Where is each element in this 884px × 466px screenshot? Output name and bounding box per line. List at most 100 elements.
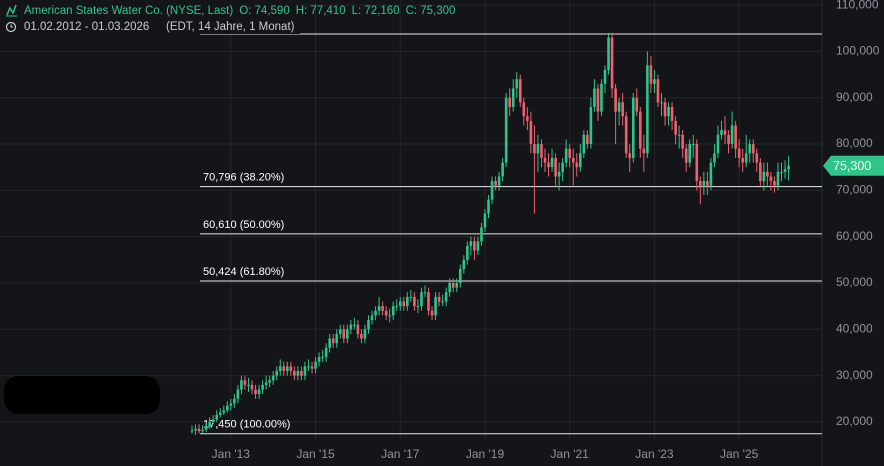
candle-body bbox=[734, 125, 737, 149]
candle-body bbox=[579, 153, 582, 168]
candle-body bbox=[635, 97, 639, 112]
candle-body bbox=[589, 106, 593, 145]
candle-body bbox=[663, 102, 667, 117]
y-tick-label: 80,000 bbox=[836, 136, 873, 150]
candle-body bbox=[610, 37, 614, 89]
candle-body bbox=[780, 171, 783, 173]
candle-body bbox=[303, 366, 307, 376]
candle-body bbox=[543, 157, 547, 163]
candle-body bbox=[536, 144, 540, 154]
candle-body bbox=[300, 370, 303, 376]
grid bbox=[0, 0, 823, 466]
candle-body bbox=[254, 389, 257, 395]
candle-body bbox=[314, 361, 317, 369]
candle-body bbox=[211, 419, 215, 422]
candle-body bbox=[406, 296, 409, 307]
price-tag bbox=[823, 155, 884, 176]
ohlc-label: H: 77,410 bbox=[296, 5, 346, 17]
candle-body bbox=[518, 79, 522, 103]
x-tick-label: Jan '25 bbox=[720, 447, 759, 461]
redacted-area bbox=[4, 376, 160, 414]
candle-body bbox=[621, 102, 624, 117]
candle-body bbox=[190, 430, 194, 432]
candle-body bbox=[476, 241, 480, 251]
candle-body bbox=[773, 181, 776, 186]
candle-body bbox=[420, 292, 423, 307]
candle-body bbox=[261, 384, 264, 390]
candle-body bbox=[413, 296, 416, 307]
candle-body bbox=[331, 338, 335, 344]
candle-body bbox=[677, 134, 681, 136]
candle-body bbox=[762, 171, 766, 182]
x-tick-label: Jan '13 bbox=[212, 447, 251, 461]
candle-body bbox=[617, 102, 621, 112]
x-tick-label: Jan '21 bbox=[551, 447, 590, 461]
candle-body bbox=[466, 245, 469, 260]
candle-body bbox=[508, 97, 511, 107]
candle-body bbox=[688, 144, 692, 163]
candle-body bbox=[511, 88, 515, 107]
candle-body bbox=[201, 429, 204, 432]
ohlc-label: O: 74,590 bbox=[239, 5, 290, 17]
candle-body bbox=[328, 338, 331, 348]
date-range: 01.02.2012 - 01.03.2026 bbox=[24, 21, 149, 33]
candle-body bbox=[215, 414, 219, 420]
candle-body bbox=[730, 125, 734, 145]
candle-body bbox=[480, 227, 483, 242]
candle-body bbox=[473, 241, 476, 251]
candle-body bbox=[356, 324, 360, 334]
candle-body bbox=[427, 292, 430, 311]
candle-body bbox=[695, 144, 699, 182]
candle-body bbox=[529, 120, 533, 145]
candle-body bbox=[649, 65, 653, 84]
y-tick-label: 100,000 bbox=[836, 44, 880, 58]
candle-body bbox=[402, 301, 406, 307]
y-tick-label: 90,000 bbox=[836, 90, 873, 104]
candle-body bbox=[324, 347, 328, 358]
candle-body bbox=[787, 165, 790, 170]
candle-body bbox=[194, 428, 197, 431]
candle-body bbox=[494, 181, 497, 186]
candle-body bbox=[487, 199, 490, 214]
candle-body bbox=[208, 421, 211, 427]
candle-body bbox=[776, 171, 780, 186]
candle-body bbox=[766, 171, 769, 177]
y-tick-label: 110,000 bbox=[836, 0, 879, 11]
title: American States Water Co. (NYSE, Last) bbox=[24, 5, 233, 17]
candle-body bbox=[759, 162, 762, 182]
y-tick-label: 30,000 bbox=[836, 368, 873, 382]
candle-body bbox=[381, 306, 384, 311]
candle-body bbox=[374, 310, 377, 316]
candle-body bbox=[483, 213, 487, 228]
candle-body bbox=[370, 315, 374, 321]
candle-body bbox=[783, 169, 787, 172]
candle-body bbox=[586, 134, 589, 145]
y-tick-label: 60,000 bbox=[836, 229, 873, 243]
candle-body bbox=[684, 148, 688, 163]
candle-body bbox=[360, 333, 363, 339]
candle-body bbox=[691, 144, 695, 146]
x-tick-label: Jan '23 bbox=[635, 447, 674, 461]
candle-body bbox=[533, 144, 536, 154]
candle-body bbox=[522, 102, 526, 117]
candle-body bbox=[593, 88, 596, 107]
candle-body bbox=[388, 315, 391, 317]
candle-body bbox=[289, 366, 293, 371]
price-tag-label: 75,300 bbox=[833, 159, 871, 173]
candle-body bbox=[706, 181, 709, 186]
candle-body bbox=[229, 403, 233, 406]
candle-body bbox=[526, 116, 529, 121]
candle-body bbox=[741, 157, 744, 163]
candle-body bbox=[321, 357, 324, 359]
y-tick-label: 70,000 bbox=[836, 183, 873, 197]
candle-body bbox=[462, 259, 466, 270]
candle-body bbox=[307, 366, 310, 368]
candle-body bbox=[367, 320, 370, 330]
candle-body bbox=[720, 130, 723, 135]
candle-body bbox=[642, 148, 646, 154]
candle-body bbox=[240, 380, 243, 390]
candle-body bbox=[628, 153, 632, 158]
candle-body bbox=[469, 241, 473, 246]
candle-body bbox=[275, 370, 279, 376]
